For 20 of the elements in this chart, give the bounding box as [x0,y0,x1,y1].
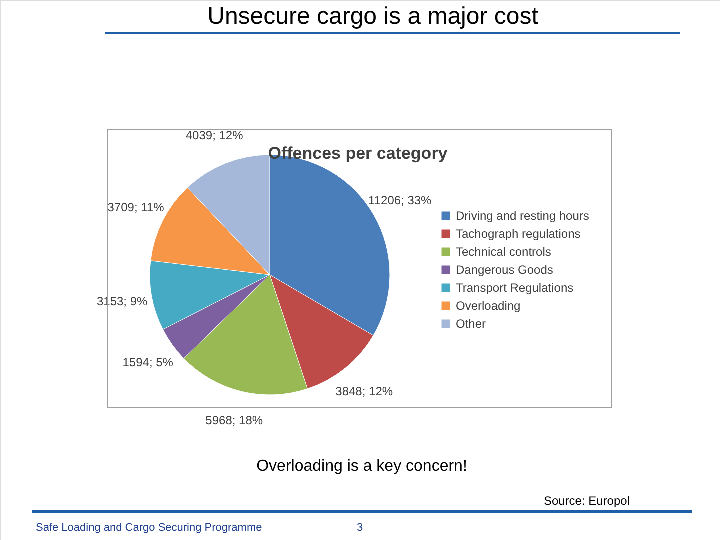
source-note: Source: Europol [544,494,630,508]
legend-label: Overloading [456,299,521,313]
legend-label: Transport Regulations [456,281,574,295]
data-label: 1594; 5% [122,355,174,370]
data-label: 4039; 12% [186,128,244,143]
legend-label: Driving and resting hours [456,209,590,223]
text: Overloading is a key concern! [256,458,468,475]
legend-label: Technical controls [456,245,552,259]
data-label: 3709; 11% [108,200,165,215]
data-label: 3153; 9% [96,294,148,308]
text: Offences per category [268,144,448,163]
data-label: 3848; 12% [336,384,394,399]
legend-label: Tachograph regulations [456,227,581,241]
text: Safe Loading and Cargo Securing Programme [36,522,262,534]
legend-label: Dangerous Goods [456,263,554,277]
text: 3 [356,522,364,534]
data-label: 5968; 18% [206,414,264,428]
data-label: 11206; 33% [368,193,432,208]
legend-label: Other [456,317,486,331]
chart-title: Unsecure cargo is a major cost [208,3,539,30]
